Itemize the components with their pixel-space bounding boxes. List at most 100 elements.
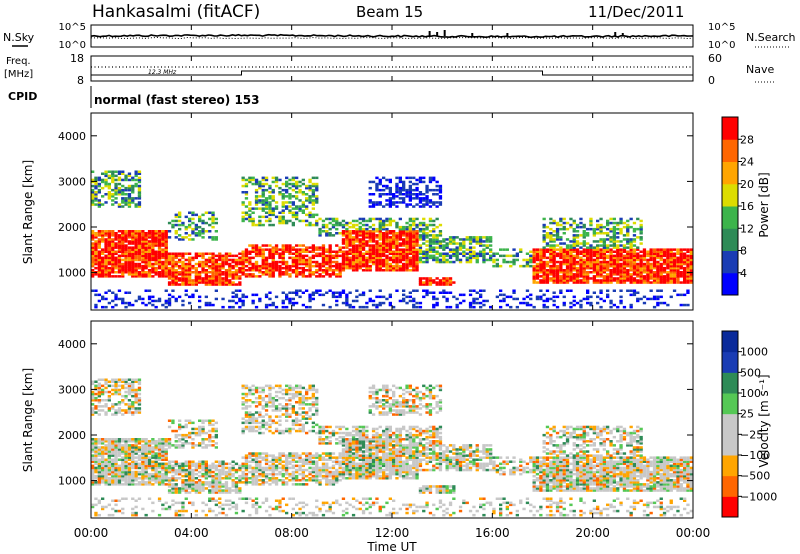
freq-tick-bottom: 8 [77, 74, 84, 87]
heat-cell [542, 223, 546, 227]
heat-cell [462, 254, 466, 258]
heat-cell [274, 180, 279, 184]
heat-cell [281, 209, 285, 212]
heat-cell [134, 230, 138, 233]
heat-cell [679, 248, 683, 251]
heat-cell [208, 303, 212, 307]
heat-cell [157, 440, 162, 443]
heat-cell [308, 223, 312, 227]
heat-cell [101, 195, 105, 198]
heat-cell [525, 262, 530, 266]
heat-cell [402, 182, 406, 186]
heat-cell [141, 248, 145, 251]
heat-cell [331, 269, 336, 272]
heat-cell [184, 236, 188, 239]
heat-cell [305, 213, 309, 217]
heat-cell [341, 291, 346, 294]
heat-cell [418, 301, 423, 305]
heat-cell [231, 258, 235, 262]
heat-cell [161, 479, 165, 482]
heat-cell [111, 477, 115, 480]
heat-cell [154, 273, 158, 276]
heat-cell [134, 242, 138, 245]
heat-cell [642, 252, 647, 255]
heat-cell [264, 303, 269, 307]
heat-cell [251, 217, 255, 221]
heat-cell [335, 223, 339, 227]
heat-cell [241, 215, 245, 219]
heat-cell [559, 250, 563, 253]
heat-cell [559, 248, 563, 251]
heat-cell [669, 248, 673, 251]
heat-cell [385, 254, 389, 258]
heat-cell [428, 217, 433, 221]
heat-cell [111, 275, 115, 278]
heat-cell [646, 262, 650, 266]
heat-cell [428, 176, 433, 180]
heat-cell [111, 438, 115, 441]
heat-cell [616, 236, 620, 239]
heat-cell [388, 242, 392, 245]
heat-cell [375, 254, 379, 258]
heat-cell [127, 444, 132, 447]
heat-cell [134, 470, 138, 474]
heat-cell [636, 297, 640, 301]
heat-cell [164, 273, 168, 276]
heat-cell [385, 244, 389, 247]
heat-cell [606, 262, 610, 266]
heat-cell [141, 260, 145, 264]
heat-cell [131, 403, 135, 406]
heat-cell [111, 384, 115, 388]
heat-cell [622, 254, 627, 258]
heat-cell [244, 258, 249, 262]
heat-cell [127, 269, 132, 272]
heat-cell [398, 232, 402, 235]
heat-cell [371, 299, 376, 303]
heat-cell [622, 266, 627, 270]
heat-cell [258, 297, 262, 301]
heat-cell [311, 254, 315, 258]
heat-cell [164, 289, 168, 292]
heat-cell [104, 230, 108, 233]
heat-cell [121, 460, 125, 463]
heat-cell [552, 258, 556, 262]
heat-cell [91, 260, 95, 264]
heat-cell [137, 258, 142, 262]
heat-cell [295, 291, 299, 294]
heat-cell [104, 297, 108, 301]
heat-cell [147, 271, 152, 274]
heat-cell [539, 250, 543, 253]
heat-cell [549, 244, 553, 247]
heat-cell [619, 227, 623, 231]
heat-cell [167, 462, 172, 466]
heat-cell [351, 232, 356, 235]
heat-cell [94, 186, 98, 190]
heat-cell [532, 254, 536, 258]
heat-cell [382, 234, 386, 237]
heat-cell [181, 446, 185, 449]
heat-cell [562, 250, 566, 253]
heat-cell [565, 260, 570, 264]
heat-cell [211, 273, 215, 276]
heat-cell [535, 266, 540, 270]
heat-cell [592, 266, 596, 270]
heat-cell [264, 295, 269, 299]
heat-cell [107, 246, 111, 249]
heat-cell [442, 289, 446, 292]
heat-cell [171, 254, 175, 258]
heat-cell [345, 293, 349, 297]
heat-cell [104, 448, 108, 451]
heat-cell [371, 180, 376, 184]
heat-cell [388, 193, 392, 196]
heat-cell [221, 281, 225, 284]
heat-cell [388, 295, 392, 299]
heat-cell [589, 264, 593, 268]
heat-cell [137, 454, 142, 457]
colorbar-segment [722, 228, 738, 251]
heat-cell [201, 269, 205, 272]
heat-cell [134, 399, 138, 402]
heat-cell [622, 264, 627, 268]
heat-cell [452, 260, 456, 264]
heat-cell [147, 301, 152, 305]
heat-cell [178, 419, 182, 422]
